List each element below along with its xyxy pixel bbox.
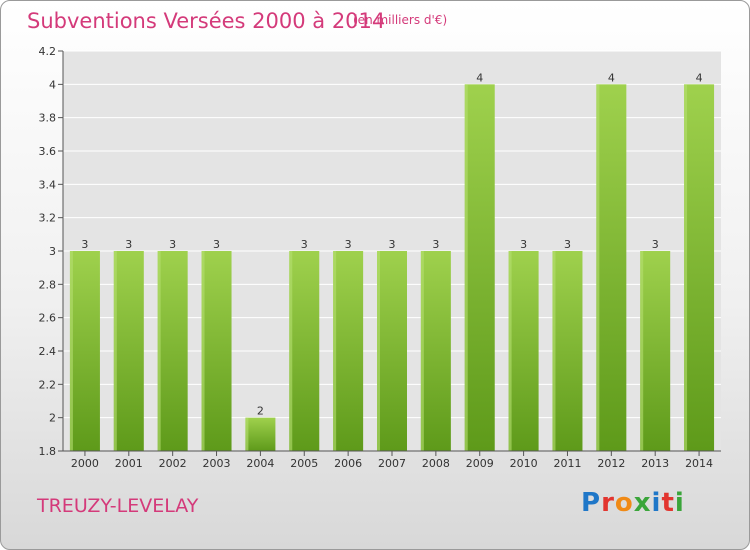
bar	[157, 251, 188, 451]
bar	[640, 251, 671, 451]
y-tick-label: 1.8	[39, 445, 57, 458]
data-label: 3	[301, 238, 308, 251]
y-tick-label: 2.8	[39, 278, 57, 291]
y-tick-label: 2.4	[39, 345, 57, 358]
x-tick-label: 2011	[553, 457, 581, 470]
y-tick-label: 3.2	[39, 212, 57, 225]
place-name: TREUZY-LEVELAY	[37, 495, 199, 517]
y-tick-label: 3.6	[39, 145, 57, 158]
proxiti-logo: Proxiti	[581, 488, 685, 518]
data-label: 2	[257, 405, 264, 418]
data-label: 3	[125, 238, 132, 251]
bar-highlight	[157, 251, 161, 451]
chart-title: Subventions Versées 2000 à 2014	[27, 9, 386, 33]
y-tick-label: 2.6	[39, 312, 57, 325]
bar	[333, 251, 364, 451]
data-label: 3	[652, 238, 659, 251]
bar-highlight	[508, 251, 512, 451]
chart-unit-note: (en milliers d'€)	[353, 13, 448, 27]
data-label: 3	[213, 238, 220, 251]
bar	[464, 84, 495, 451]
bar	[201, 251, 232, 451]
data-label: 4	[696, 71, 703, 84]
bar-highlight	[113, 251, 117, 451]
y-tick-label: 4.2	[39, 45, 57, 58]
data-label: 3	[389, 238, 396, 251]
bar	[377, 251, 407, 451]
data-label: 3	[520, 238, 527, 251]
bar-highlight	[201, 251, 205, 451]
data-label: 3	[345, 238, 352, 251]
x-tick-label: 2010	[510, 457, 538, 470]
bar-highlight	[552, 251, 556, 451]
x-tick-label: 2014	[685, 457, 713, 470]
x-tick-label: 2003	[203, 457, 231, 470]
bar-highlight	[377, 251, 380, 451]
x-tick-label: 2009	[466, 457, 494, 470]
bar-highlight	[289, 251, 293, 451]
x-tick-label: 2012	[597, 457, 625, 470]
data-label: 3	[432, 238, 439, 251]
bar	[684, 84, 715, 451]
bar-highlight	[420, 251, 424, 451]
x-tick-label: 2007	[378, 457, 406, 470]
x-tick-label: 2004	[246, 457, 274, 470]
data-label: 4	[476, 71, 483, 84]
data-label: 3	[81, 238, 88, 251]
bar-highlight	[333, 251, 337, 451]
y-tick-label: 3	[49, 245, 56, 258]
bar-highlight	[69, 251, 73, 451]
bar	[552, 251, 583, 451]
data-label: 3	[169, 238, 176, 251]
x-tick-label: 2001	[115, 457, 143, 470]
x-tick-label: 2013	[641, 457, 669, 470]
bar	[508, 251, 539, 451]
data-label: 4	[608, 71, 615, 84]
x-tick-label: 2002	[159, 457, 187, 470]
x-tick-label: 2000	[71, 457, 99, 470]
bar	[245, 417, 276, 451]
bar	[289, 251, 320, 451]
bar	[69, 251, 100, 451]
x-tick-label: 2008	[422, 457, 450, 470]
bar-highlight	[464, 84, 468, 451]
x-tick-label: 2005	[290, 457, 318, 470]
y-tick-label: 4	[49, 78, 56, 91]
bar	[596, 84, 627, 451]
bar-highlight	[245, 417, 249, 451]
bar-highlight	[684, 84, 688, 451]
y-tick-label: 3.8	[39, 112, 57, 125]
y-tick-label: 3.4	[39, 178, 57, 191]
bar	[113, 251, 144, 451]
y-tick-label: 2	[49, 412, 56, 425]
bar	[420, 251, 451, 451]
bar-highlight	[640, 251, 644, 451]
x-tick-label: 2006	[334, 457, 362, 470]
data-label: 3	[564, 238, 571, 251]
y-tick-label: 2.2	[39, 378, 57, 391]
bar-highlight	[596, 84, 600, 451]
